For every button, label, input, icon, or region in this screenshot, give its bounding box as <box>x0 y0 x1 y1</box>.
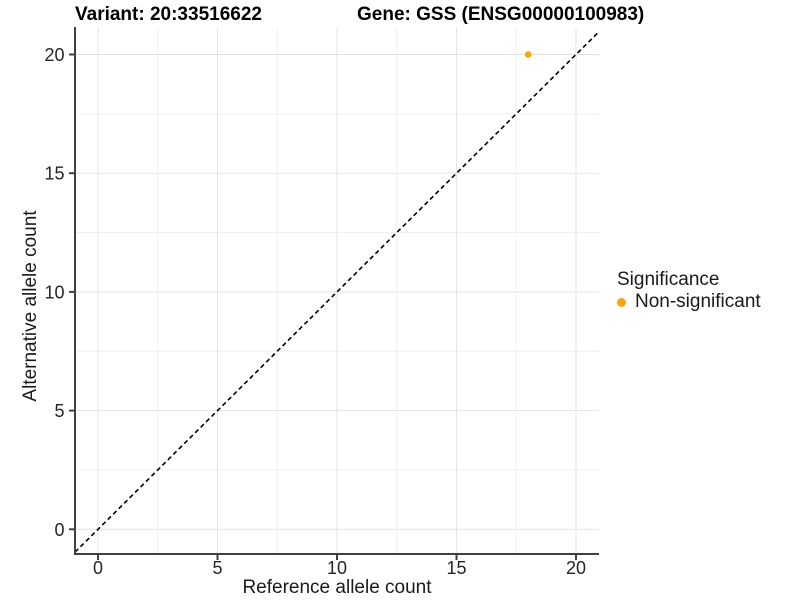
y-tick-label: 0 <box>54 520 64 540</box>
y-tick-label: 10 <box>44 282 64 302</box>
x-axis-title: Reference allele count <box>242 577 432 598</box>
x-tick-label: 5 <box>212 558 222 578</box>
x-tick-label: 10 <box>327 558 347 578</box>
y-tick-label: 5 <box>54 401 64 421</box>
legend-key-dot-icon <box>617 297 626 307</box>
legend-item-label: Non-significant <box>635 291 761 312</box>
y-tick-label: 20 <box>44 45 64 65</box>
plot-title-variant: Variant: 20:33516622 <box>75 4 262 25</box>
x-tick-label: 20 <box>566 558 586 578</box>
y-axis-title: Alternative allele count <box>20 210 41 402</box>
x-tick-label: 0 <box>93 558 103 578</box>
data-point <box>524 51 532 58</box>
x-tick-label: 15 <box>446 558 466 578</box>
legend-title: Significance <box>617 269 720 290</box>
legend-item-non-significant: Non-significant <box>617 291 761 313</box>
legend: Significance Non-significant <box>617 268 761 313</box>
y-tick-label: 15 <box>44 164 64 184</box>
plot-title-gene: Gene: GSS (ENSG00000100983) <box>357 4 645 25</box>
